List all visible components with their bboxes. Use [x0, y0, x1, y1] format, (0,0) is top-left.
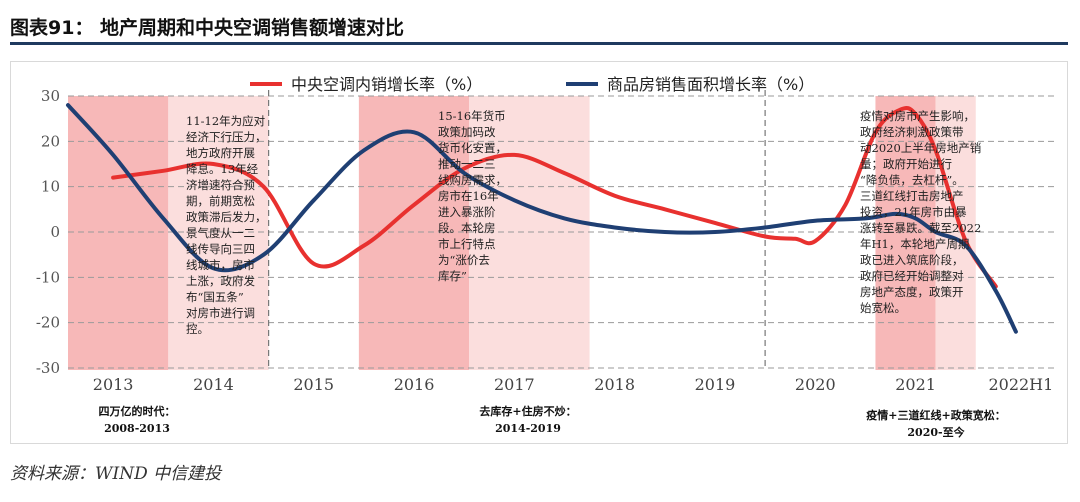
series-line-central-ac [111, 105, 998, 289]
chart-frame [10, 61, 1068, 444]
y-tick-label: 20 [41, 132, 60, 150]
x-tick-label: 2018 [594, 375, 635, 394]
y-tick-label: -30 [36, 359, 60, 377]
y-tick-label: 0 [50, 223, 60, 241]
shaded-period-4 [875, 96, 936, 370]
series-line-housing-sales [66, 103, 1018, 334]
y-tick-label: -20 [36, 314, 60, 332]
era-label-2020-now: 疫情+三道红线+政策宽松： 2020-至今 [848, 407, 1024, 441]
figure-title: 图表91： 地产周期和中央空调销售额增速对比 [10, 17, 405, 39]
title-rule [10, 42, 1068, 45]
annotation-2013-2014: 11-12年为应对 经济下行压力， 地方政府开展 降息。13年经 济增速符合预 … [186, 114, 267, 336]
x-tick-label: 2019 [695, 375, 736, 394]
y-tick-label: 10 [41, 178, 60, 196]
x-tick-label: 2017 [494, 375, 535, 394]
era-label-2008-2013: 四万亿的时代： 2008-2013 [62, 403, 212, 437]
legend-label-red: 中央空调内销增长率（%） [291, 75, 482, 94]
legend: 中央空调内销增长率（%） 商品房销售面积增长率（%） [250, 75, 814, 94]
y-tick-label: -10 [36, 268, 60, 286]
era-label-years: 2020-至今 [907, 426, 965, 439]
series-lines [66, 103, 1018, 334]
era-label-title: 疫情+三道红线+政策宽松： [866, 409, 1006, 422]
era-label-years: 2008-2013 [104, 422, 170, 435]
shaded-period-0 [68, 96, 169, 370]
era-label-title: 去库存+住房不炒： [479, 405, 577, 418]
grid [68, 90, 1056, 369]
x-tick-label: 2014 [193, 375, 234, 394]
x-tick-label: 2022H1 [988, 375, 1053, 394]
era-label-years: 2014-2019 [495, 422, 561, 435]
era-label-2014-2019: 去库存+住房不炒： 2014-2019 [448, 403, 608, 437]
annotation-2020-2022: 疫情对房市产生影响， 政府经济刺激政策带 动2020上半年房地产销 量；政府开始… [860, 109, 982, 315]
x-tick-label: 2015 [293, 375, 334, 394]
source-note: 资料来源：WIND 中信建投 [10, 464, 222, 484]
era-label-title: 四万亿的时代： [98, 405, 176, 418]
x-axis-ticks: 2013 2014 2015 2016 2017 2018 2019 2020 2021 2022… [93, 375, 1054, 394]
x-tick-label: 2021 [895, 375, 936, 394]
legend-label-blue: 商品房销售面积增长率（%） [607, 75, 814, 94]
x-tick-label: 2013 [93, 375, 134, 394]
x-tick-label: 2016 [394, 375, 435, 394]
x-tick-label: 2020 [795, 375, 836, 394]
y-tick-label: 30 [41, 87, 60, 105]
annotation-2016-2017: 15-16年货币 政策加码改 货币化安置， 推动一二三 线购房需求， 房市在16… [438, 109, 507, 283]
y-axis-ticks: 30 20 10 0 -10 -20 -30 [36, 87, 60, 377]
